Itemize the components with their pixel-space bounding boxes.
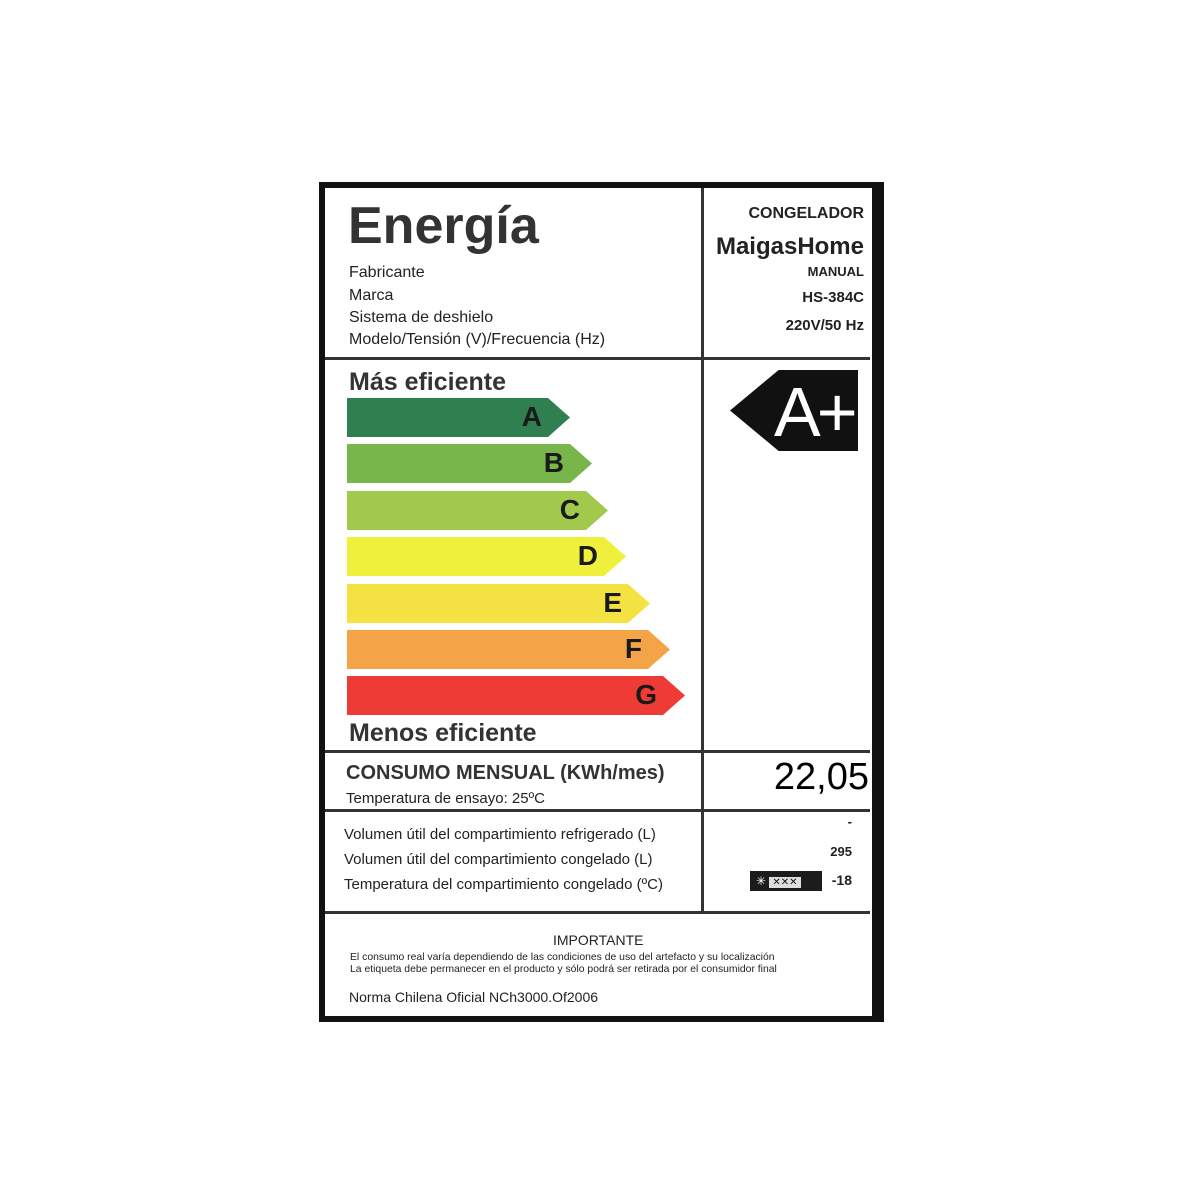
energy-class-letter: C <box>559 494 580 525</box>
energy-class-bar-c: C <box>347 491 608 530</box>
important-text: El consumo real varía dependiendo de las… <box>350 952 775 963</box>
field-label: Marca <box>349 287 394 304</box>
divider <box>325 809 870 812</box>
important-text: La etiqueta debe permanecer en el produc… <box>350 964 777 975</box>
consumption-label: CONSUMO MENSUAL (KWh/mes) <box>346 762 665 784</box>
most-efficient-label: Más eficiente <box>349 368 507 396</box>
spec-value: -18 <box>831 872 852 888</box>
energy-class-letter: G <box>635 679 657 710</box>
energy-class-letter: B <box>543 447 564 478</box>
energy-class-bar-b: B <box>347 444 592 483</box>
spec-label: Volumen útil del compartimiento congelad… <box>344 851 653 868</box>
energy-class-letter: E <box>603 587 622 618</box>
defrost-value: MANUAL <box>807 264 864 279</box>
voltage-value: 220V/50 Hz <box>785 317 864 334</box>
energy-class-bar-e: E <box>347 584 650 623</box>
brand: MaigasHome <box>715 233 864 260</box>
energy-class-bar-f: F <box>347 630 670 669</box>
important-title: IMPORTANTE <box>553 932 644 948</box>
spec-value: 295 <box>830 844 852 859</box>
energy-class-bar-d: D <box>347 537 626 576</box>
divider <box>325 357 870 360</box>
spec-value: - <box>847 814 852 829</box>
energy-class-letter: A <box>521 401 542 432</box>
divider <box>701 188 704 911</box>
field-label: Sistema de deshielo <box>349 309 494 326</box>
energy-class-letter: D <box>577 540 598 571</box>
rating-value: A+ <box>774 373 858 451</box>
norm-text: Norma Chilena Oficial NCh3000.Of2006 <box>349 989 599 1005</box>
spec-label: Volumen útil del compartimiento refriger… <box>344 826 656 843</box>
least-efficient-label: Menos eficiente <box>349 719 537 747</box>
freezer-star-icon: ✳ ✕✕✕ <box>750 871 822 891</box>
model-value: HS-384C <box>802 289 864 306</box>
label-title: Energía <box>348 197 539 255</box>
product-type: CONGELADOR <box>748 205 864 222</box>
field-label: Fabricante <box>349 264 425 281</box>
spec-label: Temperatura del compartimiento congelado… <box>344 876 663 893</box>
energy-class-letter: F <box>624 633 642 664</box>
divider <box>325 750 870 753</box>
field-label: Modelo/Tensión (V)/Frecuencia (Hz) <box>349 331 606 348</box>
consumption-value: 22,05 <box>773 756 869 798</box>
energy-class-bar-g: G <box>347 676 685 715</box>
test-temperature: Temperatura de ensayo: 25ºC <box>346 790 545 807</box>
divider <box>325 911 870 914</box>
energy-class-bar-a: A <box>347 398 570 437</box>
